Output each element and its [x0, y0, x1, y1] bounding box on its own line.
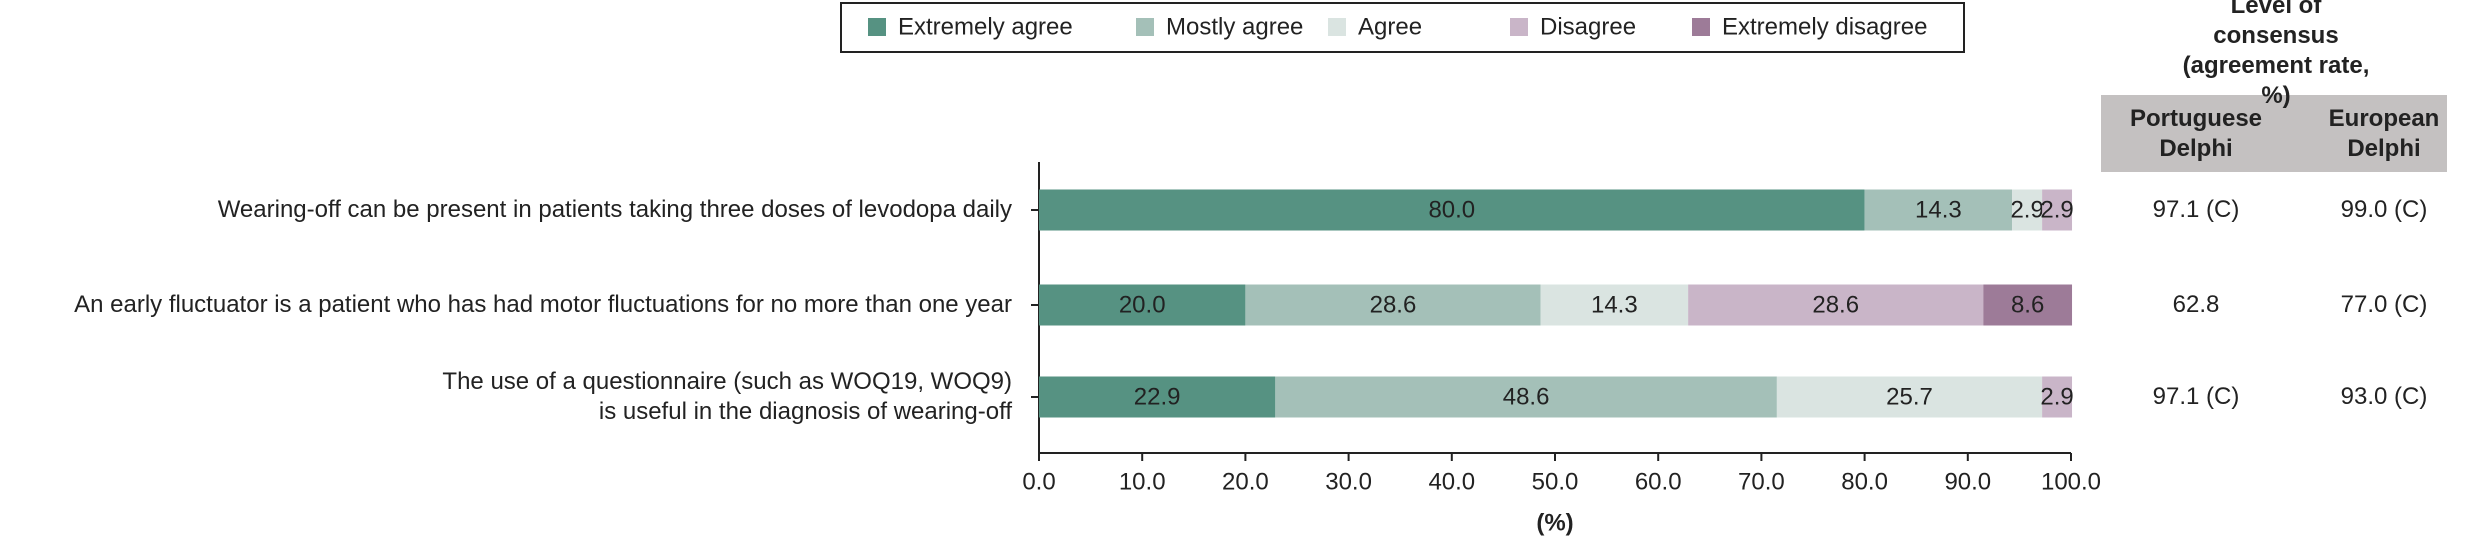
table-cell: 93.0 (C) [2340, 383, 2428, 410]
category-label: The use of a questionnaire (such as WOQ1… [442, 368, 1012, 425]
category-label: Wearing-off can be present in patients t… [217, 196, 1012, 223]
value-label: 28.6 [1812, 291, 1859, 318]
legend-label: Extremely agree [898, 13, 1073, 40]
table-title: Level of consensus (agreement rate, %) [2182, 0, 2370, 109]
bar-segment [1275, 376, 1777, 418]
x-axis-label: (%) [1536, 509, 1573, 536]
bar-segment [1864, 189, 2013, 231]
table-cell: 77.0 (C) [2340, 291, 2428, 318]
table-cell: 97.1 (C) [2152, 196, 2240, 223]
value-label: 22.9 [1134, 383, 1181, 410]
value-label: 25.7 [1886, 383, 1933, 410]
x-tick-label: 90.0 [1944, 468, 1991, 495]
value-label: 20.0 [1119, 291, 1166, 318]
table-column-header: Portuguese Delphi [2129, 105, 2263, 162]
legend-swatch [1328, 18, 1346, 36]
value-label: 8.6 [2011, 291, 2044, 318]
legend-label: Extremely disagree [1722, 13, 1927, 40]
legend-box [840, 2, 1965, 53]
bar-segment [2042, 376, 2073, 418]
x-tick-label: 60.0 [1635, 468, 1682, 495]
legend-swatch [1692, 18, 1710, 36]
bar-segment [1245, 284, 1541, 326]
bar-segment [1776, 376, 2043, 418]
value-label: 2.9 [2040, 383, 2073, 410]
legend-label: Agree [1358, 13, 1422, 40]
value-label: 2.9 [2040, 196, 2073, 223]
bar-segment [2012, 189, 2043, 231]
bar-segment [2042, 189, 2073, 231]
category-label: An early fluctuator is a patient who has… [74, 291, 1012, 318]
table-cell: 99.0 (C) [2340, 196, 2428, 223]
legend-swatch [868, 18, 886, 36]
x-tick-label: 80.0 [1841, 468, 1888, 495]
legend-label: Mostly agree [1166, 13, 1303, 40]
table-header-background [2101, 95, 2447, 172]
bar-segment [1039, 189, 1865, 231]
legend-swatch [1136, 18, 1154, 36]
bar-segment [1039, 376, 1276, 418]
legend-label: Disagree [1540, 13, 1636, 40]
x-tick-label: 70.0 [1738, 468, 1785, 495]
bar-segment [1540, 284, 1689, 326]
value-label: 80.0 [1428, 196, 1475, 223]
x-tick-label: 30.0 [1325, 468, 1372, 495]
bar-segment [1039, 284, 1246, 326]
value-label: 28.6 [1370, 291, 1417, 318]
table-cell: 97.1 (C) [2152, 383, 2240, 410]
x-tick-label: 10.0 [1119, 468, 1166, 495]
table-column-header: European Delphi [2328, 105, 2440, 162]
value-label: 14.3 [1915, 196, 1962, 223]
x-tick-label: 20.0 [1222, 468, 1269, 495]
value-label: 14.3 [1591, 291, 1638, 318]
x-tick-label: 100.0 [2041, 468, 2101, 495]
x-tick-label: 40.0 [1428, 468, 1475, 495]
legend-swatch [1510, 18, 1528, 36]
bar-segment [1983, 284, 2073, 326]
table-cell: 62.8 [2172, 291, 2220, 318]
value-label: 48.6 [1503, 383, 1550, 410]
bar-segment [1688, 284, 1984, 326]
x-tick-label: 50.0 [1532, 468, 1579, 495]
x-tick-label: 0.0 [1022, 468, 1055, 495]
value-label: 2.9 [2010, 196, 2043, 223]
